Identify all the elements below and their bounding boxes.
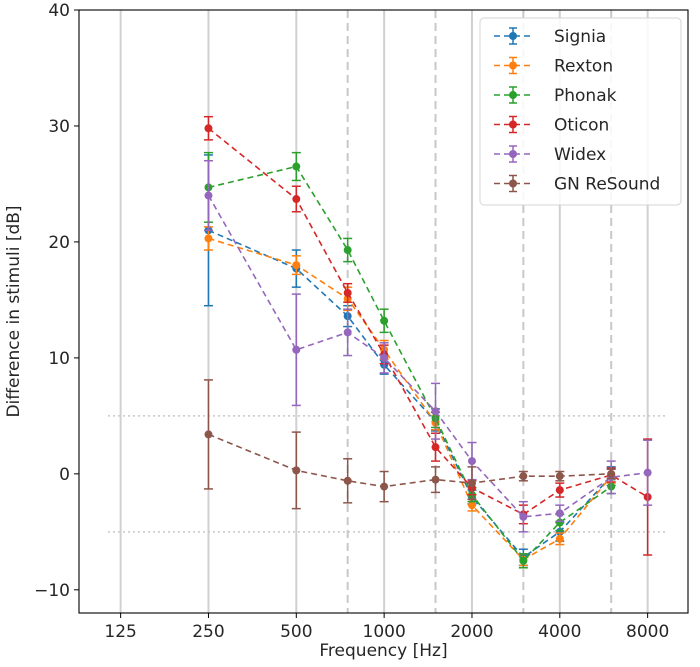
data-point [467, 501, 476, 510]
data-point [555, 518, 564, 527]
legend-item: Signia [494, 27, 606, 47]
data-point [343, 246, 352, 255]
data-point [343, 476, 352, 485]
legend-item: Phonak [494, 86, 617, 106]
series-gn-resound [203, 379, 616, 510]
data-point [467, 457, 476, 466]
data-point [204, 234, 213, 243]
data-point [607, 469, 616, 478]
data-point [292, 345, 301, 354]
legend-item: GN ReSound [494, 175, 660, 195]
data-point [292, 261, 301, 270]
x-tick-label: 500 [280, 622, 312, 642]
reference-lines [108, 415, 668, 533]
series-layer [203, 115, 653, 569]
legend-label: Signia [554, 27, 606, 47]
data-point [380, 316, 389, 325]
y-tick-label: 10 [48, 349, 70, 369]
data-point [555, 486, 564, 495]
x-tick-label: 8000 [626, 622, 669, 642]
x-axis-label: Frequency [Hz] [319, 641, 447, 661]
x-tick-label: 250 [192, 622, 224, 642]
data-point [519, 472, 528, 481]
legend-marker [509, 61, 517, 70]
y-axis-label: Difference in stimuli [dB] [4, 205, 24, 417]
legend-marker [509, 120, 517, 129]
data-point [380, 353, 389, 362]
legend: Signia Rexton Phonak Oticon Widex GN ReSound [479, 17, 682, 206]
data-point [555, 534, 564, 543]
tick-layer: 125 250 500 1000 2000 4000 8000 −10 0 10 20 30 40 [34, 1, 669, 642]
data-point [431, 475, 440, 484]
y-tick-label: −10 [34, 581, 70, 601]
legend-marker [509, 179, 517, 188]
legend-label: Widex [554, 145, 606, 165]
data-point [343, 288, 352, 297]
data-point [204, 430, 213, 439]
legend-item: Rexton [494, 57, 613, 77]
legend-box [479, 17, 682, 206]
y-tick-label: 20 [48, 233, 70, 253]
x-tick-label: 1000 [363, 622, 406, 642]
legend-label: Rexton [554, 57, 613, 77]
series-line [208, 165, 612, 563]
legend-item: Oticon [494, 116, 609, 136]
data-point [555, 527, 564, 536]
data-point [343, 328, 352, 337]
series-line [207, 127, 649, 516]
x-tick-label: 125 [104, 622, 136, 642]
data-point [519, 512, 528, 521]
data-point [431, 443, 440, 452]
x-tick-label: 2000 [450, 622, 493, 642]
legend-marker [509, 91, 517, 99]
y-tick-label: 0 [59, 465, 70, 485]
legend-label: GN ReSound [554, 175, 660, 195]
legend-label: Oticon [554, 116, 609, 136]
legend-marker [509, 150, 517, 158]
data-point [555, 509, 564, 518]
data-point [643, 468, 652, 477]
x-tick-label: 4000 [538, 622, 581, 642]
y-tick-label: 40 [48, 1, 70, 21]
series-line [208, 433, 612, 488]
data-point [467, 479, 476, 488]
data-point [292, 195, 301, 204]
data-point [519, 556, 528, 565]
legend-item: Widex [494, 145, 606, 165]
data-point [380, 482, 389, 491]
data-point [292, 162, 301, 171]
legend-marker [509, 32, 517, 40]
plot-frame [78, 9, 689, 614]
data-point [431, 407, 440, 416]
legend-label: Phonak [554, 86, 617, 106]
data-point [204, 124, 213, 133]
data-point [292, 466, 301, 475]
series-line [207, 195, 648, 518]
y-tick-label: 30 [48, 117, 70, 137]
data-point [204, 191, 213, 200]
data-point [555, 472, 564, 481]
